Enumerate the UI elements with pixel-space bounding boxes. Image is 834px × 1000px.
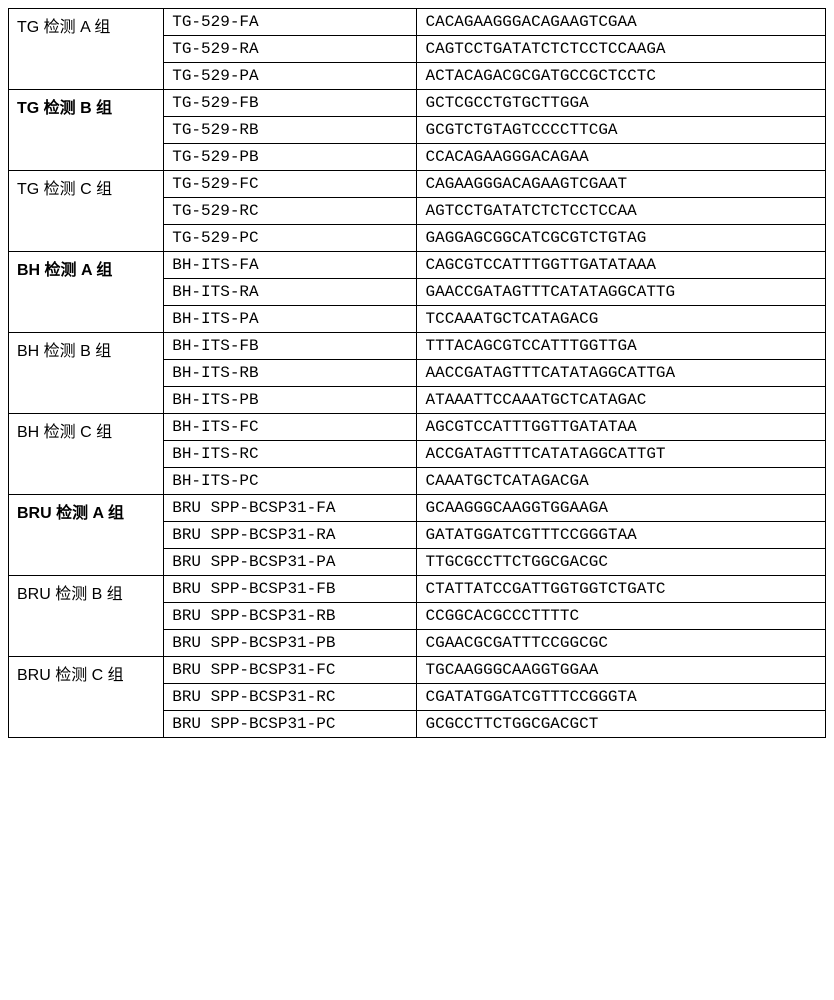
table-row: BRU 检测 B 组BRU SPP-BCSP31-FBCTATTATCCGATT… [9, 576, 826, 603]
primer-sequence: CGATATGGATCGTTTCCGGGTA [417, 684, 826, 711]
group-label: BH 检测 B 组 [9, 333, 164, 414]
group-label: BH 检测 C 组 [9, 414, 164, 495]
primer-name: TG-529-FC [164, 171, 417, 198]
primer-sequence: CAGCGTCCATTTGGTTGATATAAA [417, 252, 826, 279]
table-row: TG 检测 B 组TG-529-FBGCTCGCCTGTGCTTGGA [9, 90, 826, 117]
primer-name: BH-ITS-RB [164, 360, 417, 387]
primer-sequence: AACCGATAGTTTCATATAGGCATTGA [417, 360, 826, 387]
primer-sequence: GAACCGATAGTTTCATATAGGCATTG [417, 279, 826, 306]
table-row: BH 检测 B 组BH-ITS-FBTTTACAGCGTCCATTTGGTTGA [9, 333, 826, 360]
primer-name: TG-529-RA [164, 36, 417, 63]
primer-name: TG-529-FB [164, 90, 417, 117]
primer-sequence: TCCAAATGCTCATAGACG [417, 306, 826, 333]
group-label: BRU 检测 B 组 [9, 576, 164, 657]
primer-name: BRU SPP-BCSP31-PC [164, 711, 417, 738]
table-body: TG 检测 A 组TG-529-FACACAGAAGGGACAGAAGTCGAA… [9, 9, 826, 738]
primer-name: BH-ITS-RC [164, 441, 417, 468]
table-row: BH 检测 C 组BH-ITS-FCAGCGTCCATTTGGTTGATATAA [9, 414, 826, 441]
primer-name: TG-529-PA [164, 63, 417, 90]
group-label: TG 检测 C 组 [9, 171, 164, 252]
group-label: BRU 检测 C 组 [9, 657, 164, 738]
table-row: TG 检测 A 组TG-529-FACACAGAAGGGACAGAAGTCGAA [9, 9, 826, 36]
primer-name: TG-529-RB [164, 117, 417, 144]
group-label: TG 检测 B 组 [9, 90, 164, 171]
primer-sequence: TGCAAGGGCAAGGTGGAA [417, 657, 826, 684]
primer-name: TG-529-PB [164, 144, 417, 171]
primer-table: TG 检测 A 组TG-529-FACACAGAAGGGACAGAAGTCGAA… [8, 8, 826, 738]
primer-sequence: ATAAATTCCAAATGCTCATAGAC [417, 387, 826, 414]
primer-sequence: AGCGTCCATTTGGTTGATATAA [417, 414, 826, 441]
primer-name: BRU SPP-BCSP31-RC [164, 684, 417, 711]
primer-sequence: CAGAAGGGACAGAAGTCGAAT [417, 171, 826, 198]
primer-sequence: GATATGGATCGTTTCCGGGTAA [417, 522, 826, 549]
primer-name: BRU SPP-BCSP31-RB [164, 603, 417, 630]
primer-sequence: CGAACGCGATTTCCGGCGC [417, 630, 826, 657]
primer-name: TG-529-FA [164, 9, 417, 36]
primer-sequence: CTATTATCCGATTGGTGGTCTGATC [417, 576, 826, 603]
primer-sequence: CCACAGAAGGGACAGAA [417, 144, 826, 171]
primer-sequence: TTTACAGCGTCCATTTGGTTGA [417, 333, 826, 360]
primer-name: BRU SPP-BCSP31-FA [164, 495, 417, 522]
primer-sequence: GCTCGCCTGTGCTTGGA [417, 90, 826, 117]
primer-sequence: GCGTCTGTAGTCCCCTTCGA [417, 117, 826, 144]
primer-name: BH-ITS-FA [164, 252, 417, 279]
primer-name: BH-ITS-FC [164, 414, 417, 441]
group-label: BRU 检测 A 组 [9, 495, 164, 576]
primer-sequence: CCGGCACGCCCTTTTC [417, 603, 826, 630]
table-row: BRU 检测 A 组BRU SPP-BCSP31-FAGCAAGGGCAAGGT… [9, 495, 826, 522]
primer-name: BH-ITS-PA [164, 306, 417, 333]
primer-name: BRU SPP-BCSP31-RA [164, 522, 417, 549]
table-row: BH 检测 A 组BH-ITS-FACAGCGTCCATTTGGTTGATATA… [9, 252, 826, 279]
primer-name: BRU SPP-BCSP31-FC [164, 657, 417, 684]
table-row: TG 检测 C 组TG-529-FCCAGAAGGGACAGAAGTCGAAT [9, 171, 826, 198]
primer-name: BH-ITS-PB [164, 387, 417, 414]
primer-sequence: CAGTCCTGATATCTCTCCTCCAAGA [417, 36, 826, 63]
primer-sequence: CAAATGCTCATAGACGA [417, 468, 826, 495]
primer-name: BH-ITS-RA [164, 279, 417, 306]
primer-sequence: CACAGAAGGGACAGAAGTCGAA [417, 9, 826, 36]
primer-name: BRU SPP-BCSP31-FB [164, 576, 417, 603]
primer-name: TG-529-PC [164, 225, 417, 252]
primer-name: BRU SPP-BCSP31-PB [164, 630, 417, 657]
primer-sequence: GCGCCTTCTGGCGACGCT [417, 711, 826, 738]
group-label: TG 检测 A 组 [9, 9, 164, 90]
primer-sequence: ACTACAGACGCGATGCCGCTCCTC [417, 63, 826, 90]
primer-name: BRU SPP-BCSP31-PA [164, 549, 417, 576]
table-row: BRU 检测 C 组BRU SPP-BCSP31-FCTGCAAGGGCAAGG… [9, 657, 826, 684]
primer-sequence: AGTCCTGATATCTCTCCTCCAA [417, 198, 826, 225]
primer-name: BH-ITS-FB [164, 333, 417, 360]
primer-name: BH-ITS-PC [164, 468, 417, 495]
primer-sequence: TTGCGCCTTCTGGCGACGC [417, 549, 826, 576]
primer-sequence: GCAAGGGCAAGGTGGAAGA [417, 495, 826, 522]
group-label: BH 检测 A 组 [9, 252, 164, 333]
primer-name: TG-529-RC [164, 198, 417, 225]
primer-sequence: ACCGATAGTTTCATATAGGCATTGT [417, 441, 826, 468]
primer-sequence: GAGGAGCGGCATCGCGTCTGTAG [417, 225, 826, 252]
